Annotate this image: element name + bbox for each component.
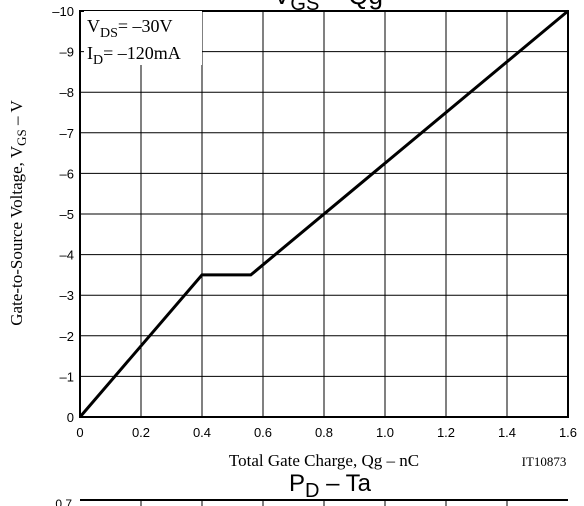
- chart-title: VGS – Qg: [273, 0, 383, 15]
- x-tick-label: 0.4: [193, 425, 211, 440]
- x-tick-label: 0.2: [132, 425, 150, 440]
- y-tick-label: –4: [60, 248, 74, 263]
- x-tick-label: 1.4: [498, 425, 516, 440]
- chart-title-rest: – Qg: [319, 0, 383, 10]
- x-tick-label: 1.2: [437, 425, 455, 440]
- y-tick-label: 0: [67, 410, 74, 425]
- y-tick-label: –7: [60, 126, 74, 141]
- annotation-id: ID= –120mA: [87, 43, 181, 68]
- y-tick-label: –5: [60, 207, 74, 222]
- x-tick-label: 0.8: [315, 425, 333, 440]
- x-tick-label: 0: [76, 425, 83, 440]
- chart-title-sub: GS: [290, 0, 319, 15]
- y-axis-label: Gate-to-Source Voltage, VGS – V: [7, 100, 29, 326]
- y-tick-label: –3: [60, 288, 74, 303]
- annotation-vds: VDS= –30V: [87, 16, 173, 41]
- y-tick-label: –2: [60, 329, 74, 344]
- plot-area: 0 0.2 0.4 0.6 0.8 1.0 1.2 1.4 1.6 0 –1 –2 –3 –4 –5 –6 –7…: [52, 4, 577, 440]
- chart-title-main: V: [273, 0, 291, 10]
- next-chart-first-tick: 0.7: [55, 497, 72, 506]
- figure-code: IT10873: [522, 454, 567, 469]
- y-tick-label: –8: [60, 85, 74, 100]
- y-tick-label: –9: [60, 45, 74, 60]
- y-tick-label: –6: [60, 166, 74, 181]
- plot-border: [79, 10, 569, 418]
- x-axis-label: Total Gate Charge, Qg – nC: [229, 451, 419, 470]
- next-chart-title: PD – Ta: [289, 470, 372, 502]
- annotation-box: [84, 11, 202, 65]
- series-line: [78, 9, 569, 418]
- x-tick-label: 1.6: [559, 425, 577, 440]
- x-tick-label: 1.0: [376, 425, 394, 440]
- y-tick-label: –1: [60, 369, 74, 384]
- x-tick-label: 0.6: [254, 425, 272, 440]
- y-tick-label: –10: [52, 4, 74, 19]
